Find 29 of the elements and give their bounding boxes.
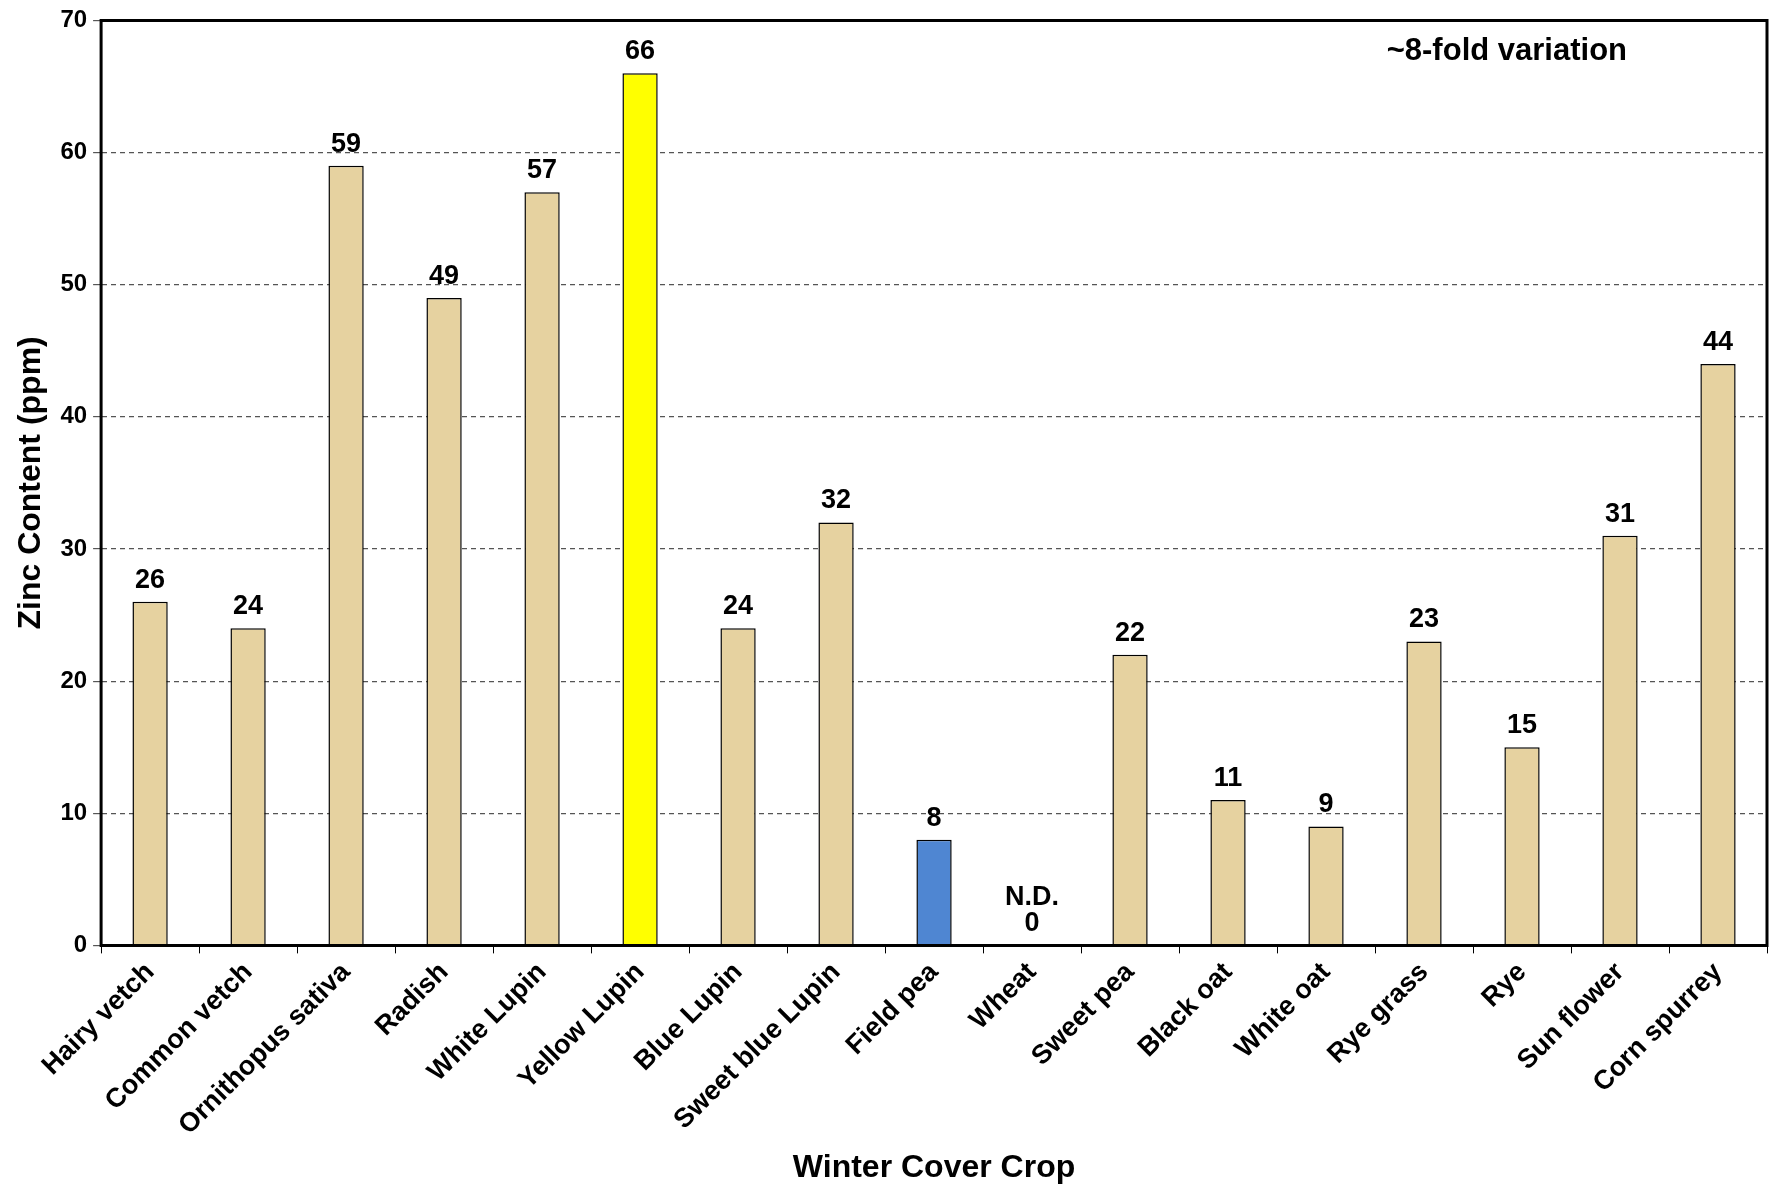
data-label: 31 bbox=[1604, 497, 1636, 528]
y-tick-label: 0 bbox=[73, 930, 88, 958]
y-tick-label: 40 bbox=[60, 401, 88, 429]
annotation: ~8-fold variation bbox=[1386, 32, 1627, 68]
data-label: 11 bbox=[1213, 761, 1243, 792]
data-label: 23 bbox=[1409, 603, 1440, 634]
data-label: 57 bbox=[527, 154, 558, 185]
data-label: 32 bbox=[821, 484, 852, 515]
x-tick-label: Rye bbox=[1475, 956, 1532, 1013]
y-axis-title: Zinc Content (ppm) bbox=[11, 336, 48, 630]
data-label: 59 bbox=[331, 127, 362, 158]
data-label: 8 bbox=[926, 801, 942, 832]
data-label: 9 bbox=[1318, 788, 1334, 819]
data-label: 15 bbox=[1506, 709, 1538, 740]
data-label: 66 bbox=[625, 35, 656, 66]
data-label: 22 bbox=[1115, 616, 1146, 647]
x-axis-title: Winter Cover Crop bbox=[792, 1147, 1076, 1184]
data-label: 24 bbox=[233, 590, 264, 621]
y-tick-label: 10 bbox=[60, 797, 88, 825]
y-tick-label: 50 bbox=[60, 269, 88, 297]
data-label: 26 bbox=[135, 563, 166, 594]
data-label: 49 bbox=[429, 259, 460, 290]
y-tick-label: 30 bbox=[60, 533, 88, 561]
y-tick-label: 60 bbox=[60, 137, 88, 165]
data-label: N.D. 0 bbox=[1005, 881, 1060, 938]
data-label: 24 bbox=[723, 590, 754, 621]
y-tick-label: 20 bbox=[60, 665, 88, 693]
data-label: 44 bbox=[1702, 325, 1734, 356]
y-tick-label: 70 bbox=[60, 5, 88, 33]
